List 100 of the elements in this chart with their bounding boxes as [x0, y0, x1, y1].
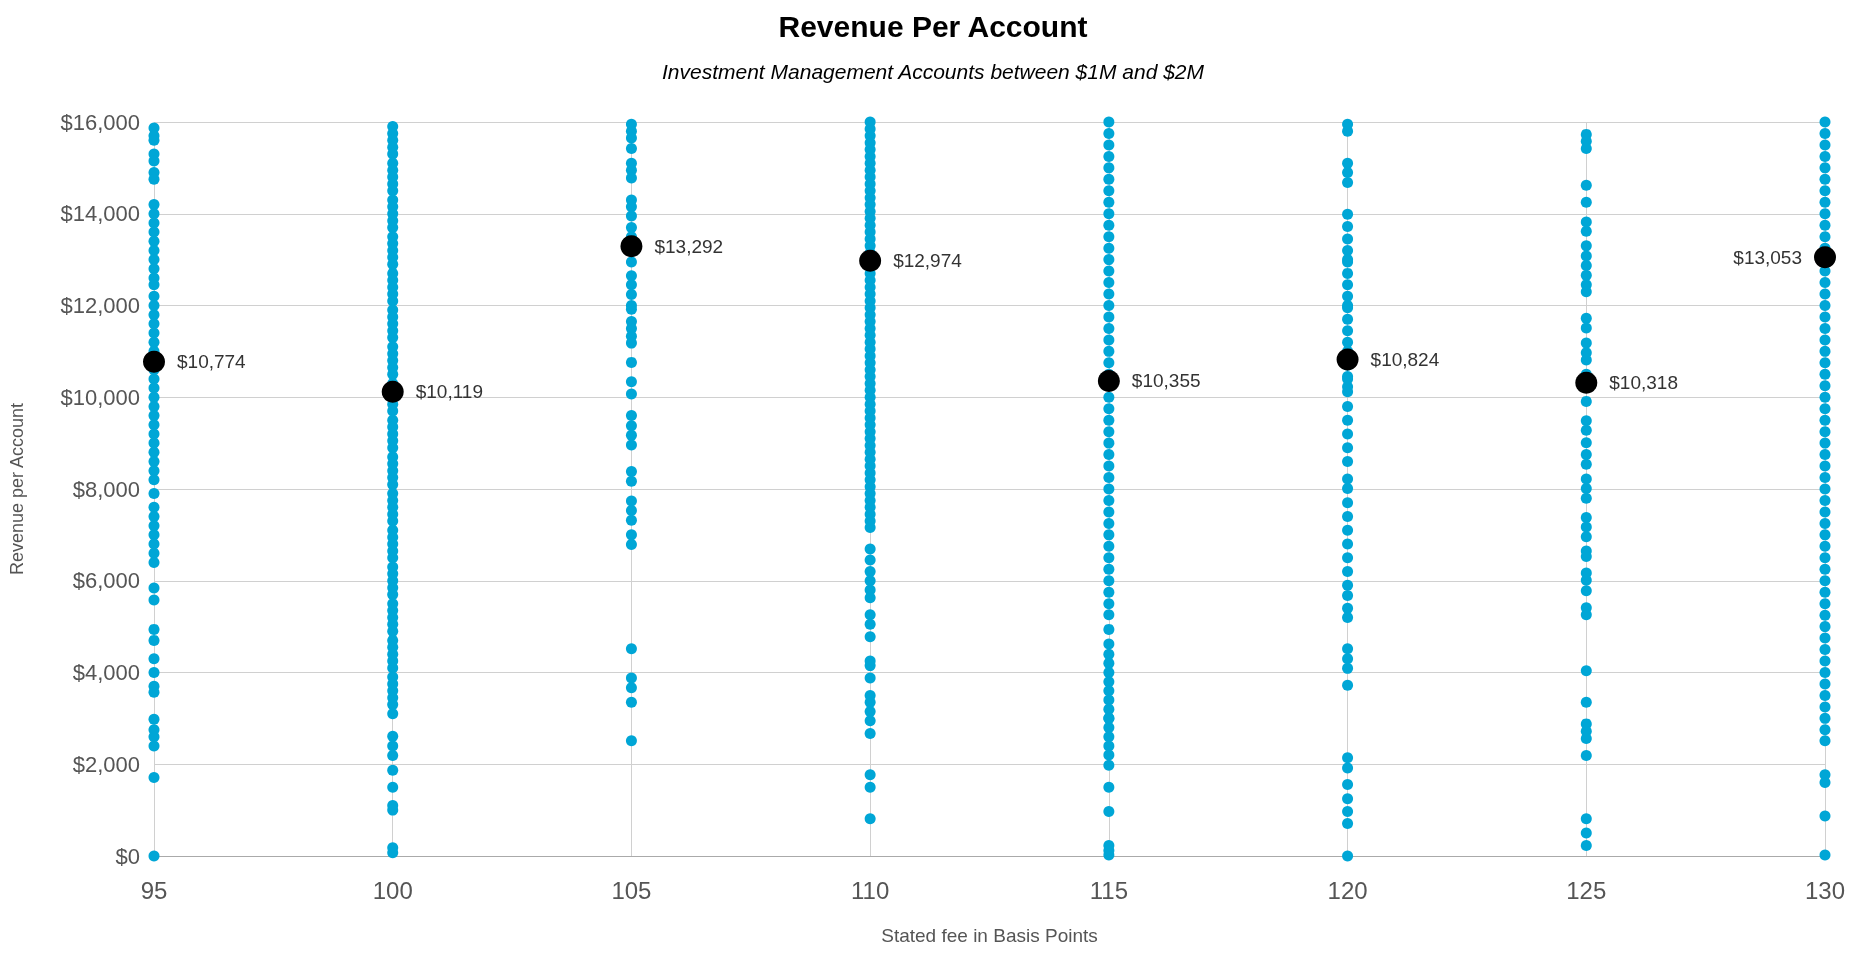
point — [1819, 345, 1831, 357]
y-tick-label: $6,000 — [72, 568, 140, 594]
point — [625, 466, 637, 478]
point — [1580, 750, 1592, 762]
point — [1819, 777, 1831, 789]
point — [1819, 483, 1831, 495]
point — [148, 501, 160, 513]
point — [1342, 538, 1354, 550]
point — [1342, 428, 1354, 440]
point — [148, 465, 160, 477]
point — [1819, 586, 1831, 598]
point — [1819, 540, 1831, 552]
point — [1819, 368, 1831, 380]
x-tick-label: 100 — [372, 876, 413, 904]
point — [1342, 473, 1354, 485]
point — [1819, 529, 1831, 541]
point — [1580, 322, 1592, 334]
chart-subtitle: Investment Management Accounts between $1M and $2M — [661, 60, 1205, 83]
point — [1819, 810, 1831, 822]
point — [1342, 455, 1354, 467]
point — [1819, 231, 1831, 243]
y-tick-label: $10,000 — [60, 384, 140, 410]
point — [148, 740, 160, 752]
point — [1580, 492, 1592, 504]
point — [625, 682, 637, 694]
point — [1580, 585, 1592, 597]
point — [625, 672, 637, 684]
point — [1342, 336, 1354, 348]
data-label: $10,824 — [1370, 348, 1440, 370]
point — [1580, 733, 1592, 745]
point — [1575, 371, 1598, 394]
point — [1819, 311, 1831, 323]
point — [625, 288, 637, 300]
point — [1819, 357, 1831, 369]
x-tick-label: 120 — [1327, 876, 1368, 904]
point — [1580, 696, 1592, 708]
point — [625, 376, 637, 388]
point — [1342, 524, 1354, 536]
point — [1342, 233, 1354, 245]
point — [625, 279, 637, 291]
point — [1819, 644, 1831, 656]
point — [1819, 712, 1831, 724]
data-label: $10,318 — [1609, 372, 1678, 394]
point — [148, 488, 160, 500]
point — [1342, 679, 1354, 691]
point — [1819, 196, 1831, 208]
point — [1819, 277, 1831, 289]
point — [1342, 483, 1354, 495]
point — [1819, 494, 1831, 506]
point — [625, 643, 637, 655]
point — [1580, 395, 1592, 407]
point — [1580, 449, 1592, 461]
point — [1342, 442, 1354, 454]
point — [1580, 813, 1592, 825]
point — [1819, 701, 1831, 713]
point — [1580, 521, 1592, 533]
point — [148, 713, 160, 725]
point — [1819, 735, 1831, 747]
y-tick-label: $2,000 — [72, 751, 140, 777]
point — [1819, 185, 1831, 197]
point — [1342, 662, 1354, 674]
point — [1819, 414, 1831, 426]
x-tick-label: 130 — [1804, 876, 1846, 904]
point — [1819, 300, 1831, 311]
point — [1819, 426, 1831, 438]
y-tick-label: $4,000 — [72, 660, 140, 685]
point — [1342, 793, 1354, 805]
data-label: $13,292 — [654, 235, 724, 257]
data-label: $12,974 — [893, 250, 963, 272]
point — [1342, 325, 1354, 337]
point — [1819, 517, 1831, 529]
point — [148, 300, 160, 311]
point — [148, 474, 160, 486]
point — [1342, 817, 1354, 829]
point — [1580, 179, 1592, 191]
point — [1580, 437, 1592, 449]
point — [1580, 839, 1592, 851]
point — [1580, 458, 1592, 470]
point — [1819, 598, 1831, 610]
point — [1580, 483, 1592, 495]
point — [1580, 473, 1592, 485]
point — [1580, 196, 1592, 208]
point — [1580, 240, 1592, 252]
point — [625, 529, 637, 541]
point — [1819, 689, 1831, 701]
point — [1342, 511, 1354, 523]
point — [1819, 150, 1831, 162]
point — [148, 667, 160, 678]
point — [1819, 552, 1831, 564]
point — [148, 772, 160, 784]
point — [1819, 437, 1831, 449]
point — [1580, 269, 1592, 281]
point — [1580, 665, 1592, 677]
point — [143, 350, 165, 373]
point — [1819, 173, 1831, 185]
point — [1342, 157, 1354, 169]
point — [1819, 380, 1831, 392]
point — [1819, 609, 1831, 621]
point — [1814, 246, 1836, 269]
point — [1342, 208, 1354, 220]
